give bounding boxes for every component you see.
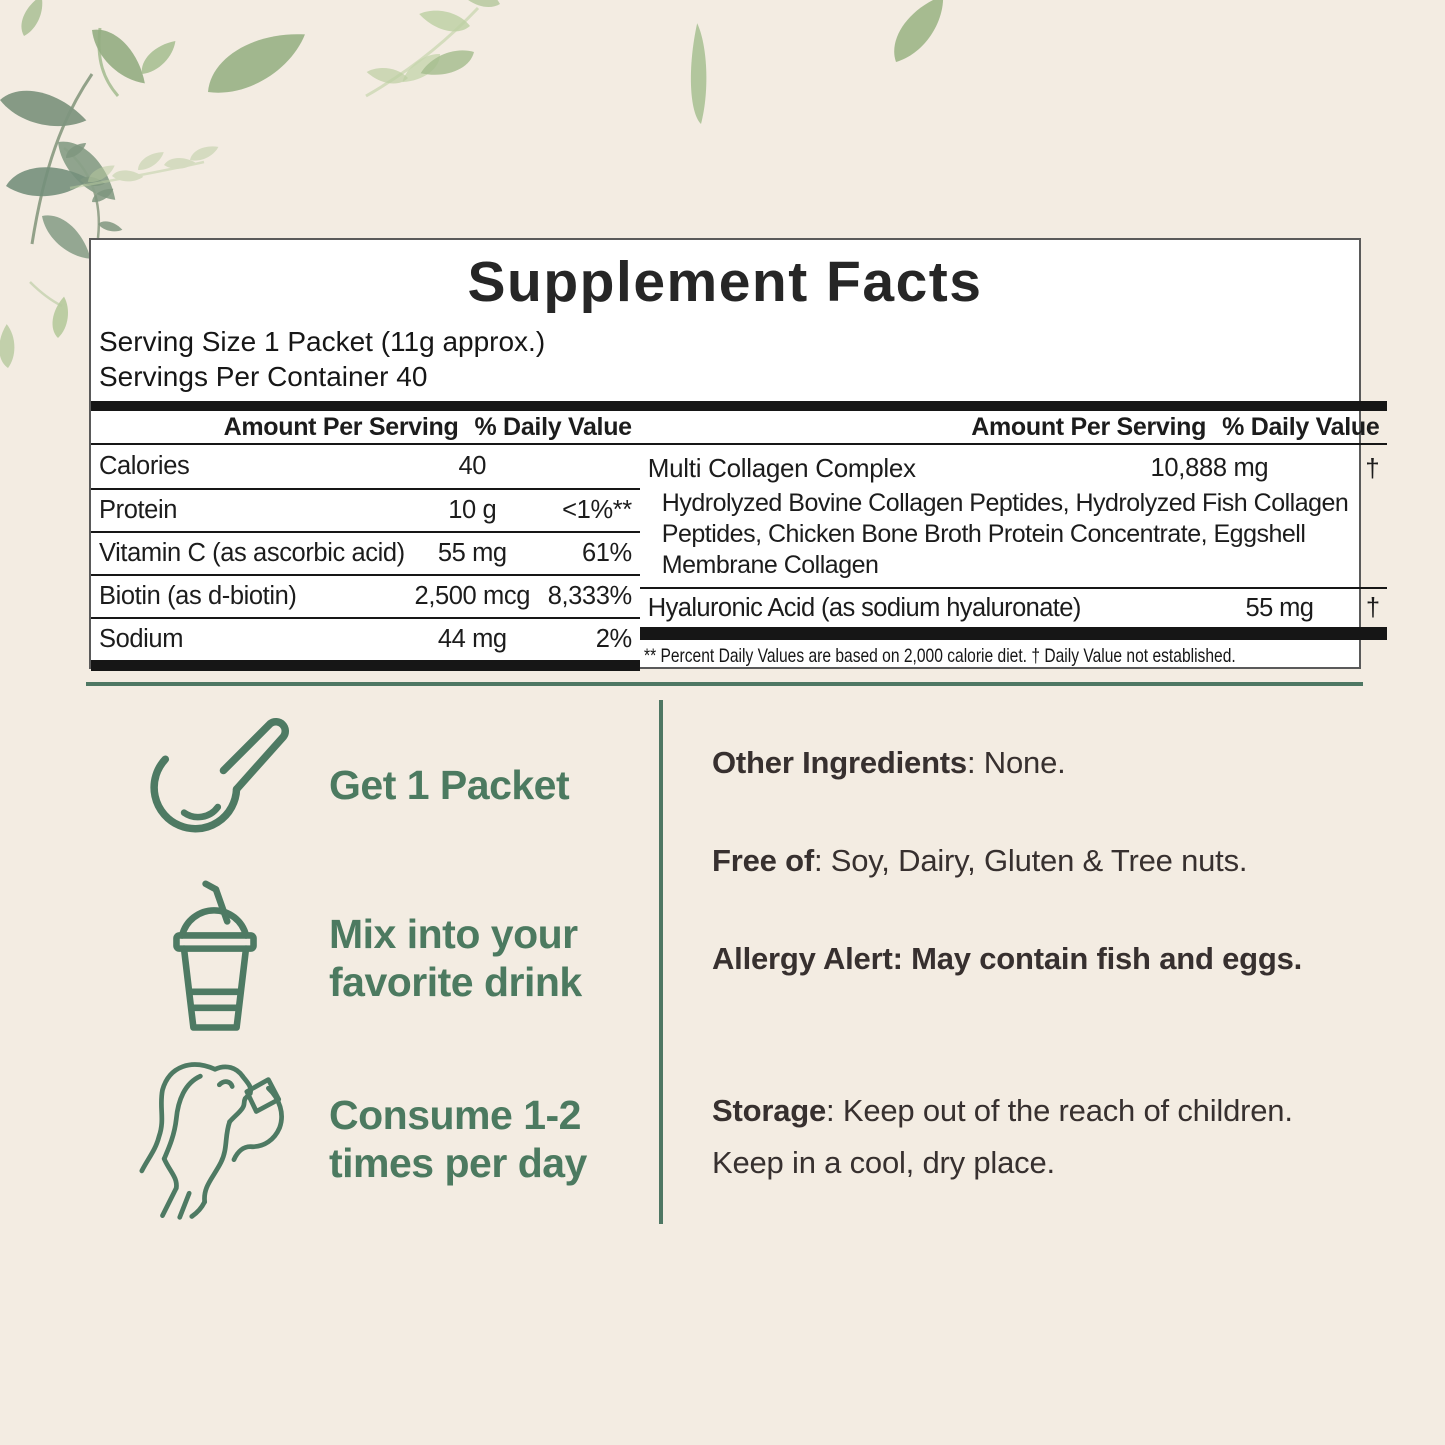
divider-thick [91, 660, 640, 671]
leaf-branch-top-center [365, 0, 502, 98]
scoop-icon [112, 711, 317, 859]
nutrient-dv: 2% [595, 625, 632, 653]
woman-drinking-icon [112, 1050, 317, 1228]
other-ingredients-text: Other Ingredients: None. [712, 737, 1312, 789]
leaf-sprig-faded [69, 145, 220, 190]
header-daily-value: % Daily Value [1222, 412, 1380, 441]
serving-info: Serving Size 1 Packet (11g approx.) Serv… [91, 324, 1359, 394]
daily-value-footnote: ** Percent Daily Values are based on 2,0… [643, 645, 1236, 667]
divider-thick [91, 401, 640, 411]
horizontal-green-divider [86, 682, 1363, 686]
table-row: Hyaluronic Acid (as sodium hyaluronate) … [639, 587, 1388, 627]
vertical-green-divider [659, 700, 663, 1224]
leaves-left-edge [0, 281, 77, 369]
leaf-cluster-top-left [0, 0, 315, 271]
nutrient-name: Calories [99, 452, 190, 480]
nutrient-dv: <1%** [562, 496, 632, 524]
allergy-alert-text: Allergy Alert: May contain fish and eggs… [712, 933, 1312, 985]
info-label: Free of [712, 843, 814, 878]
nutrient-amount: 55 mg [437, 539, 507, 567]
panel-title: Supplement Facts [467, 250, 983, 314]
step-label: Consume 1-2 times per day [329, 1092, 587, 1186]
nutrient-amount: 10,888 mg [1150, 453, 1269, 482]
nutrient-amount: 44 mg [437, 625, 507, 653]
header-amount-per-serving: Amount Per Serving [971, 412, 1207, 441]
column-header-right: Amount Per Serving % Daily Value [639, 411, 1388, 445]
column-header-left: Amount Per Serving % Daily Value [91, 411, 640, 445]
nutrient-name: Biotin (as d-biotin) [99, 582, 297, 610]
divider-thick [639, 627, 1388, 640]
table-row: Sodium 44 mg 2% [91, 617, 640, 660]
info-label: Storage [712, 1093, 827, 1128]
nutrient-name: Protein [99, 496, 177, 524]
nutrient-amount: 10 g [448, 496, 497, 524]
table-row: Calories 40 [91, 445, 640, 488]
facts-column-left: Amount Per Serving % Daily Value Calorie… [91, 401, 640, 671]
table-row: Vitamin C (as ascorbic acid) 55 mg 61% [91, 531, 640, 574]
nutrient-dv: 61% [581, 539, 632, 567]
info-label: Allergy Alert: May contain fish and eggs… [712, 941, 1303, 976]
info-value: : Keep out of the reach of children. Kee… [712, 1093, 1293, 1180]
step-label: Mix into your favorite drink [329, 911, 582, 1005]
nutrient-name: Vitamin C (as ascorbic acid) [99, 539, 405, 567]
servings-per-container: Servings Per Container 40 [99, 361, 428, 392]
nutrient-name: Hyaluronic Acid (as sodium hyaluronate) [647, 593, 1082, 622]
info-value: : None. [966, 745, 1066, 780]
storage-text: Storage: Keep out of the reach of childr… [712, 1085, 1312, 1189]
nutrient-amount: 2,500 mcg [414, 582, 531, 610]
complex-sub-ingredients: Hydrolyzed Bovine Collagen Peptides, Hyd… [661, 489, 1349, 579]
direction-step-packet: Get 1 Packet [112, 702, 632, 867]
nutrient-name: Multi Collagen Complex [647, 452, 916, 483]
drink-cup-icon [112, 877, 317, 1039]
info-label: Other Ingredients [712, 745, 967, 780]
divider-thick [639, 401, 1388, 411]
facts-table: Amount Per Serving % Daily Value Calorie… [91, 401, 1388, 671]
header-amount-per-serving: Amount Per Serving [223, 412, 459, 441]
leaves-top-middle [686, 0, 960, 125]
direction-step-mix: Mix into your favorite drink [112, 872, 632, 1044]
table-row: Biotin (as d-biotin) 2,500 mcg 8,333% [91, 574, 640, 617]
nutrient-amount: 40 [458, 452, 487, 480]
info-value: : Soy, Dairy, Gluten & Tree nuts. [813, 843, 1248, 878]
step-label: Get 1 Packet [329, 761, 570, 808]
table-row: Multi Collagen Complex 10,888 mg † Hydro… [640, 445, 1388, 587]
free-of-text: Free of: Soy, Dairy, Gluten & Tree nuts. [712, 835, 1312, 887]
nutrient-dv: † [1365, 593, 1380, 622]
facts-column-right: Amount Per Serving % Daily Value Multi C… [639, 401, 1388, 670]
nutrient-name: Sodium [99, 625, 184, 653]
nutrient-dv: 8,333% [547, 582, 632, 610]
serving-size: Serving Size 1 Packet (11g approx.) [99, 326, 546, 357]
nutrient-dv: † [1365, 452, 1380, 483]
table-row: Protein 10 g <1%** [91, 488, 640, 531]
direction-step-consume: Consume 1-2 times per day [112, 1048, 632, 1230]
header-daily-value: % Daily Value [474, 412, 632, 441]
nutrient-amount: 55 mg [1245, 593, 1314, 622]
supplement-facts-panel: Supplement Facts Serving Size 1 Packet (… [89, 238, 1388, 671]
